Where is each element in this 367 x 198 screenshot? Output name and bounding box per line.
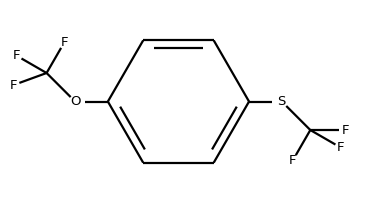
Text: F: F [337,141,345,154]
Text: F: F [289,154,297,167]
Text: S: S [277,95,286,108]
Text: O: O [70,95,80,108]
Text: F: F [12,49,20,62]
Text: F: F [342,124,349,137]
Text: F: F [10,79,17,91]
Text: F: F [61,36,68,49]
